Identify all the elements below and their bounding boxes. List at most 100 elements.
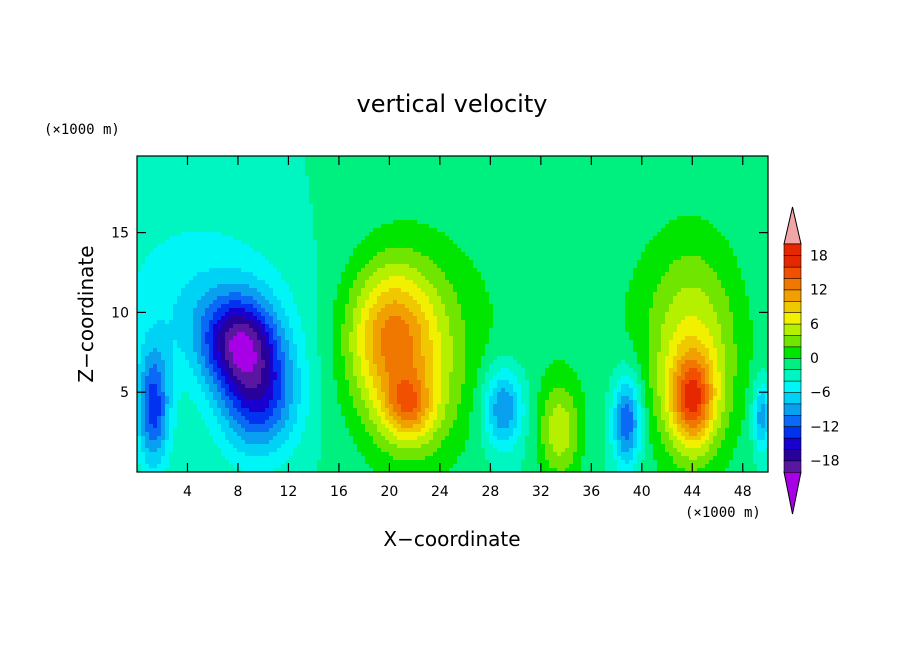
contour-cell	[417, 268, 422, 273]
contour-cell	[477, 252, 482, 257]
contour-cell	[621, 212, 626, 217]
contour-cell	[253, 156, 258, 161]
contour-cell	[417, 216, 422, 221]
contour-cell	[277, 200, 282, 205]
contour-cell	[301, 164, 306, 169]
contour-cell	[417, 272, 422, 277]
contour-cell	[709, 176, 714, 181]
contour-cell	[729, 208, 734, 213]
contour-cell	[257, 264, 262, 269]
contour-cell	[313, 260, 318, 265]
contour-cell	[713, 224, 718, 229]
contour-cell	[649, 244, 654, 249]
contour-cell	[361, 204, 366, 209]
contour-cell	[613, 216, 618, 221]
contour-cell	[569, 156, 574, 161]
contour-cell	[213, 204, 218, 209]
contour-cell	[541, 200, 546, 205]
contour-cell	[305, 272, 310, 277]
contour-cell	[433, 200, 438, 205]
contour-cell	[345, 232, 350, 237]
contour-cell	[709, 188, 714, 193]
contour-cell	[641, 184, 646, 189]
contour-cell	[261, 256, 266, 261]
contour-cell	[489, 276, 494, 281]
contour-cell	[509, 208, 514, 213]
contour-cell	[509, 240, 514, 245]
contour-cell	[453, 264, 458, 269]
contour-cell	[261, 240, 266, 245]
contour-cell	[137, 272, 142, 277]
contour-cell	[569, 200, 574, 205]
contour-cell	[189, 240, 194, 245]
contour-cell	[753, 180, 758, 185]
contour-cell	[601, 172, 606, 177]
contour-cell	[393, 236, 398, 241]
contour-cell	[561, 264, 566, 269]
contour-cell	[713, 264, 718, 269]
contour-cell	[429, 156, 434, 161]
contour-cell	[145, 276, 150, 281]
contour-cell	[709, 272, 714, 277]
contour-cell	[461, 180, 466, 185]
contour-cell	[453, 196, 458, 201]
contour-cell	[185, 196, 190, 201]
contour-cell	[169, 192, 174, 197]
contour-cell	[317, 240, 322, 245]
contour-cell	[557, 200, 562, 205]
contour-cell	[309, 216, 314, 221]
contour-cell	[757, 224, 762, 229]
contour-cell	[677, 172, 682, 177]
contour-cell	[161, 232, 166, 237]
contour-cell	[469, 232, 474, 237]
contour-cell	[201, 220, 206, 225]
contour-cell	[253, 240, 258, 245]
contour-cell	[749, 256, 754, 261]
contour-cell	[421, 196, 426, 201]
contour-cell	[681, 156, 686, 161]
contour-cell	[617, 200, 622, 205]
contour-cell	[677, 260, 682, 265]
contour-cell	[649, 236, 654, 241]
contour-cell	[545, 216, 550, 221]
contour-cell	[725, 260, 730, 265]
contour-cell	[725, 164, 730, 169]
contour-cell	[497, 176, 502, 181]
contour-cell	[405, 280, 410, 285]
contour-cell	[445, 248, 450, 253]
contour-cell	[445, 228, 450, 233]
contour-cell	[325, 232, 330, 237]
contour-cell	[177, 160, 182, 165]
contour-cell	[221, 168, 226, 173]
contour-cell	[485, 156, 490, 161]
contour-cell	[293, 228, 298, 233]
contour-cell	[265, 224, 270, 229]
contour-cell	[717, 276, 722, 281]
contour-cell	[253, 276, 258, 281]
contour-cell	[413, 268, 418, 273]
contour-cell	[465, 212, 470, 217]
contour-cell	[437, 208, 442, 213]
contour-cell	[177, 236, 182, 241]
contour-cell	[701, 252, 706, 257]
contour-cell	[733, 244, 738, 249]
contour-cell	[273, 264, 278, 269]
contour-cell	[481, 224, 486, 229]
contour-cell	[625, 200, 630, 205]
contour-cell	[309, 196, 314, 201]
contour-cell	[581, 164, 586, 169]
contour-cell	[521, 272, 526, 277]
contour-cell	[545, 200, 550, 205]
contour-cell	[377, 168, 382, 173]
contour-cell	[321, 240, 326, 245]
contour-cell	[429, 212, 434, 217]
contour-cell	[345, 280, 350, 285]
contour-cell	[333, 232, 338, 237]
contour-cell	[485, 264, 490, 269]
contour-cell	[433, 216, 438, 221]
contour-cell	[673, 244, 678, 249]
contour-cell	[193, 240, 198, 245]
contour-cell	[513, 180, 518, 185]
contour-cell	[445, 212, 450, 217]
contour-cell	[309, 180, 314, 185]
